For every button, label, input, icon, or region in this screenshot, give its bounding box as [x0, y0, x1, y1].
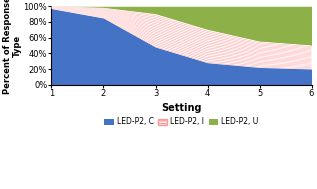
Y-axis label: Percent of Response
Type: Percent of Response Type	[3, 0, 22, 94]
X-axis label: Setting: Setting	[161, 103, 202, 113]
Legend: LED-P2, C, LED-P2, I, LED-P2, U: LED-P2, C, LED-P2, I, LED-P2, U	[101, 114, 262, 129]
